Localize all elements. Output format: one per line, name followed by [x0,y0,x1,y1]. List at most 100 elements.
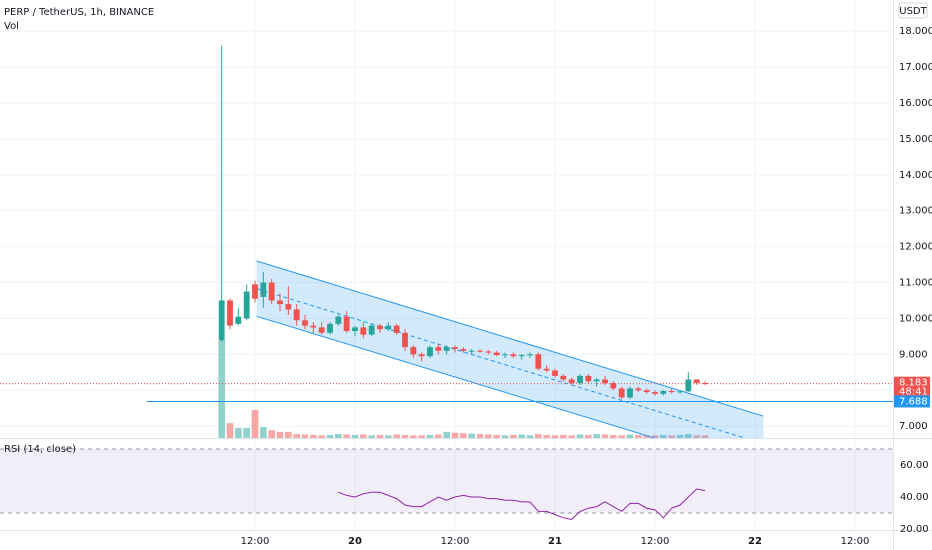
volume-bar [268,430,275,438]
volume-bar [510,434,517,438]
candle-body [410,347,417,355]
candle-body [493,352,500,356]
y-tick-label: 11.000 [899,278,932,289]
candle-body [543,368,550,371]
volume-bar [560,434,567,438]
volume-bar [351,434,359,438]
volume-bar [660,434,667,438]
volume-bar [535,434,542,438]
candle-body [402,332,408,348]
candle-body [468,350,475,352]
volume-bar [451,432,459,438]
volume-bar [460,433,467,438]
candle-body [352,327,358,332]
y-tick-label: 12.000 [899,242,932,253]
candle-body [518,355,525,357]
candle-body [485,351,492,353]
candle-body [385,325,392,330]
price-pane [0,45,893,438]
candle-body [693,379,700,384]
volume-bar [418,435,425,438]
y-tick-label: 13.000 [899,206,932,217]
last-price-label: 8.183 [899,378,928,389]
currency-badge[interactable] [898,2,928,19]
candle-body [252,284,258,299]
candle-body [552,370,558,376]
volume-bar [243,427,250,438]
volume-bar [301,434,309,438]
volume-bar [651,435,659,438]
rsi-pane [0,448,893,520]
channel-upper [256,260,764,417]
candle-body [635,388,642,391]
candle-body [302,320,308,326]
candle-body [702,383,708,385]
volume-bar [360,434,367,438]
volume-bar [626,434,634,438]
candle-body [235,316,242,324]
volume-bar [468,433,475,438]
candle-body [593,379,600,382]
volume-bar [410,435,417,438]
x-tick-label: 22 [748,536,762,547]
volume-bar [401,434,409,438]
volume-bar [543,434,550,438]
volume-bar [685,434,692,438]
candle-body [560,375,567,380]
rsi-label: RSI (14, close) [4,444,76,455]
candle-body [227,300,233,326]
y-tick-label: 10.000 [899,313,932,324]
candle-body [218,300,225,340]
channel-lower [256,315,656,438]
x-tick-label: 12:00 [841,536,870,547]
candle-body [652,392,658,394]
volume-bar [335,434,342,438]
candle-body [360,327,367,335]
hline-box [894,395,930,408]
volume-bar [526,435,534,438]
volume-bar [668,435,675,438]
y-tick-label: 16.000 [899,98,932,109]
candle-body [243,291,250,319]
volume-bar [426,434,434,438]
volume-bar [276,431,284,438]
candle-body [318,327,325,333]
candle-body [260,282,267,297]
rsi-tick-label: 60.00 [900,460,929,471]
last-price-box [894,376,930,397]
volume-bar [601,434,609,438]
y-tick-label: 17.000 [899,62,932,73]
candle-body [427,347,433,357]
y-tick-label: 9.000 [899,349,928,360]
rsi-tick-label: 20.00 [900,524,929,535]
volume-bar [610,434,617,438]
volume-bar [226,423,234,438]
candle-body [677,391,683,393]
volume-bar [443,431,450,438]
y-tick-label: 14.000 [899,170,932,181]
candle-body [502,354,508,356]
volume-bar [343,434,350,438]
volume-bar [393,434,400,438]
candle-body [368,325,375,335]
volume-bar [326,434,334,438]
volume-bar [368,435,375,438]
candle-body [343,316,350,332]
volume-bar [593,434,600,438]
candle-body [418,354,425,357]
volume-bar [235,427,242,438]
candle-body [393,325,400,333]
candle-body [660,390,667,394]
candle-body [627,388,633,398]
channel [256,261,764,438]
candle-body [377,325,383,330]
candle-body [335,316,342,324]
volume-bar [310,434,317,438]
volume-bar [568,435,575,438]
candle-body [268,282,275,301]
volume-bar [493,434,500,438]
candle-body [327,323,333,333]
candle-body [310,325,317,328]
